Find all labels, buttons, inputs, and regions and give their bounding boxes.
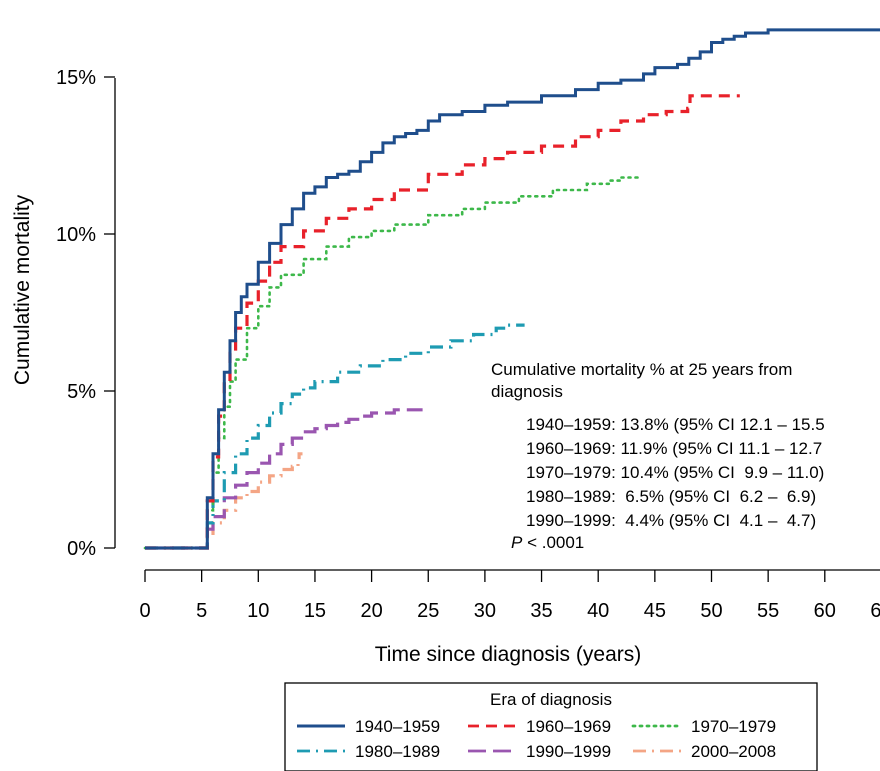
x-tick-label-35: 35 [530,600,552,622]
y-tick-label-10: 10% [56,224,96,246]
annotation-title-line-1: Cumulative mortality % at 25 years from [491,360,792,379]
x-ticks: 0 5 10 15 20 25 30 35 40 45 50 55 60 65 [139,570,880,622]
x-tick-label-50: 50 [700,600,722,622]
x-tick-label-65: 65 [870,600,880,622]
y-tick-label-15: 15% [56,67,96,89]
series-line-1980-1989 [145,323,525,550]
series-line-2000-2008 [145,452,303,550]
x-tick-label-20: 20 [360,600,382,622]
x-tick-label-15: 15 [304,600,326,622]
x-tick-label-60: 60 [814,600,836,622]
legend-box [284,682,818,771]
x-tick-label-40: 40 [587,600,609,622]
legend-label-1970-1979: 1970–1979 [691,717,776,736]
legend-label-1990-1999: 1990–1999 [526,742,611,761]
series-line-1990-1999 [145,408,423,550]
legend: Era of diagnosis 1940–1959 1960–1969 1970–… [284,682,818,771]
annotation-row-5: 1990–1999: 4.4% (95% CI 4.1 – 4.7) [526,511,816,530]
mortality-annotation: Cumulative mortality % at 25 years from … [491,360,825,552]
p-label: P [511,533,523,552]
x-tick-label-5: 5 [196,600,207,622]
annotation-row-4: 1980–1989: 6.5% (95% CI 6.2 – 6.9) [526,487,816,506]
x-tick-label-25: 25 [417,600,439,622]
series-line-1970-1979 [143,176,643,550]
p-value-text: < .0001 [522,533,584,552]
legend-label-1960-1969: 1960–1969 [526,717,611,736]
series-lines [143,28,880,550]
legend-label-1940-1959: 1940–1959 [355,717,440,736]
legend-title: Era of diagnosis [490,690,612,709]
x-tick-label-10: 10 [247,600,269,622]
x-tick-label-30: 30 [474,600,496,622]
annotation-row-1: 1940–1959: 13.8% (95% CI 12.1 – 15.5 [526,415,825,434]
series-line-1940-1959 [145,28,880,550]
y-ticks: 0% 5% 10% 15% [56,67,115,560]
y-tick-label-5: 5% [67,381,96,403]
annotation-row-3: 1970–1979: 10.4% (95% CI 9.9 – 11.0) [526,463,824,482]
x-tick-label-0: 0 [139,600,150,622]
x-axis-title: Time since diagnosis (years) [375,643,641,666]
p-value: P < .0001 [511,533,584,552]
legend-label-1980-1989: 1980–1989 [355,742,440,761]
y-axis-title: Cumulative mortality [11,194,34,385]
annotation-row-2: 1960–1969: 11.9% (95% CI 11.1 – 12.7 [526,439,822,458]
axes: 0% 5% 10% 15% 0 5 10 15 20 25 30 35 40 45 50 55 60 65 Cu… [11,67,880,666]
y-tick-label-0: 0% [67,538,96,560]
x-tick-label-45: 45 [644,600,666,622]
x-tick-label-55: 55 [757,600,779,622]
legend-label-2000-2008: 2000–2008 [691,742,776,761]
annotation-title-line-2: diagnosis [491,382,563,401]
